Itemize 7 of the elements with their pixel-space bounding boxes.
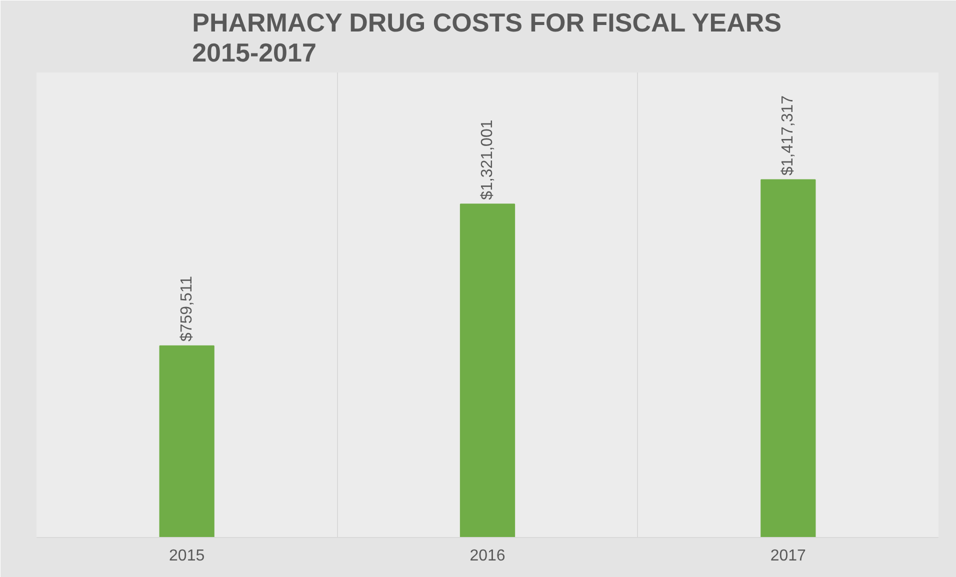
data-label: $1,417,317 (780, 95, 797, 176)
x-tick-label: 2016 (470, 548, 506, 564)
data-label: $759,511 (178, 276, 196, 342)
data-label: $1,321,001 (479, 120, 496, 200)
chart-title: PHARMACY DRUG COSTS FOR FISCAL YEARS 2015-2017 (192, 8, 782, 68)
x-tick-label: 2015 (169, 548, 205, 564)
x-tick-label: 2017 (770, 548, 806, 564)
